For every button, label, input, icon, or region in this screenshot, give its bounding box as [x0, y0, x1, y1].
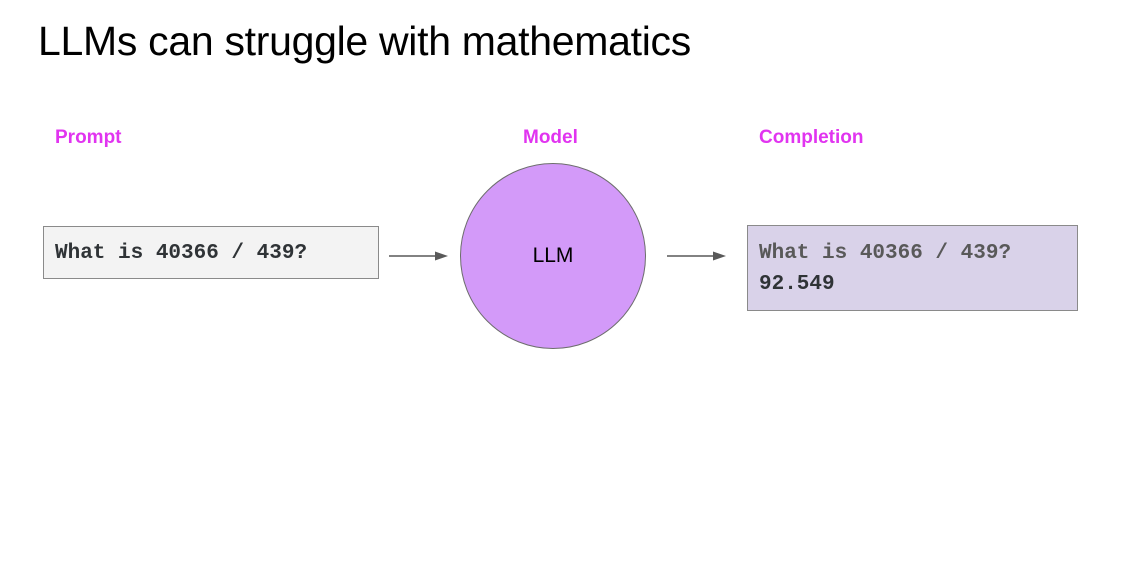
completion-label: Completion	[759, 127, 864, 148]
prompt-text: What is 40366 / 439?	[55, 242, 308, 265]
prompt-box: What is 40366 / 439?	[43, 226, 379, 279]
completion-prompt-text: What is 40366 / 439?	[759, 242, 1012, 265]
llm-model-circle: LLM	[460, 163, 646, 349]
prompt-label: Prompt	[55, 127, 122, 148]
model-to-completion-arrow	[667, 251, 726, 261]
completion-box: What is 40366 / 439? 92.549	[747, 225, 1078, 311]
llm-label: LLM	[532, 244, 574, 267]
arrow-head	[713, 251, 726, 261]
slide-title: LLMs can struggle with mathematics	[38, 18, 691, 64]
arrow-head	[435, 251, 448, 261]
model-label: Model	[523, 127, 578, 148]
completion-answer-text: 92.549	[759, 273, 835, 296]
prompt-to-model-arrow	[389, 251, 448, 261]
